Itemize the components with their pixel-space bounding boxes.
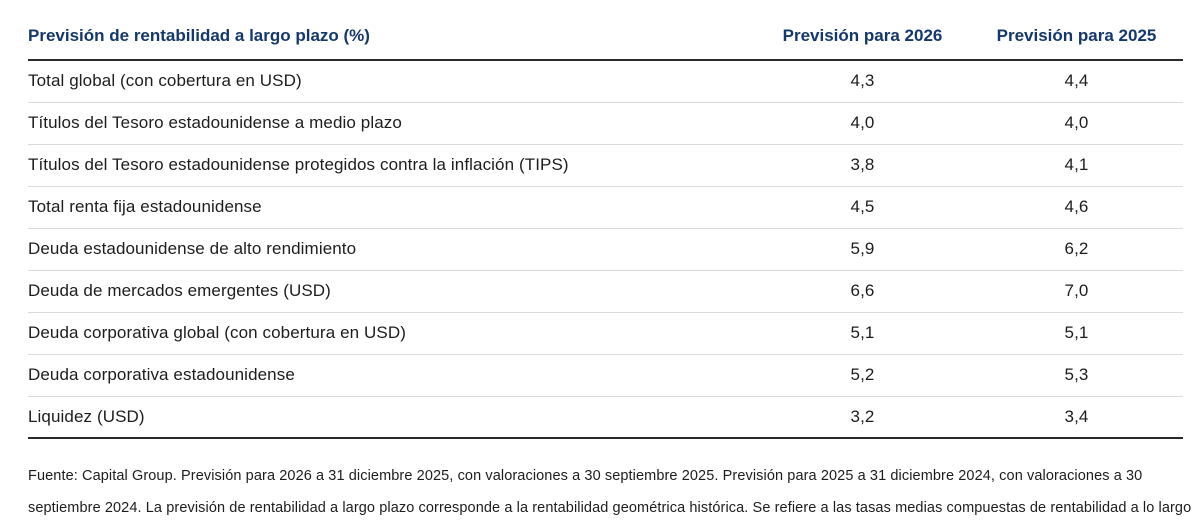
table-row: Deuda de mercados emergentes (USD) 6,6 7,0 <box>28 270 1183 313</box>
value-2025: 7,0 <box>970 270 1183 313</box>
value-2026: 4,5 <box>755 186 970 229</box>
value-2026: 5,9 <box>755 228 970 271</box>
row-label: Total global (con cobertura en USD) <box>28 60 755 103</box>
value-2025: 4,4 <box>970 60 1183 103</box>
value-2025: 4,6 <box>970 186 1183 229</box>
table-row: Liquidez (USD) 3,2 3,4 <box>28 396 1183 439</box>
table-row: Deuda corporativa estadounidense 5,2 5,3 <box>28 354 1183 397</box>
value-2025: 3,4 <box>970 396 1183 439</box>
table-title: Previsión de rentabilidad a largo plazo … <box>28 20 755 61</box>
table-row: Total renta fija estadounidense 4,5 4,6 <box>28 186 1183 229</box>
row-label: Títulos del Tesoro estadounidense a medi… <box>28 102 755 145</box>
value-2026: 5,2 <box>755 354 970 397</box>
value-2026: 5,1 <box>755 312 970 355</box>
row-label: Títulos del Tesoro estadounidense proteg… <box>28 144 755 187</box>
table-row: Títulos del Tesoro estadounidense proteg… <box>28 144 1183 187</box>
forecast-table: Previsión de rentabilidad a largo plazo … <box>28 20 1183 439</box>
value-2026: 3,8 <box>755 144 970 187</box>
value-2025: 6,2 <box>970 228 1183 271</box>
value-2026: 4,0 <box>755 102 970 145</box>
row-label: Deuda corporativa global (con cobertura … <box>28 312 755 355</box>
value-2026: 4,3 <box>755 60 970 103</box>
column-header-2026: Previsión para 2026 <box>755 20 970 61</box>
table-row: Total global (con cobertura en USD) 4,3 4,… <box>28 60 1183 103</box>
source-footnote: Fuente: Capital Group. Previsión para 20… <box>28 468 1192 516</box>
value-2025: 5,1 <box>970 312 1183 355</box>
value-2025: 4,1 <box>970 144 1183 187</box>
value-2026: 3,2 <box>755 396 970 439</box>
value-2026: 6,6 <box>755 270 970 313</box>
column-header-2025: Previsión para 2025 <box>970 20 1183 61</box>
table-header: Previsión de rentabilidad a largo plazo … <box>28 20 1183 61</box>
value-2025: 4,0 <box>970 102 1183 145</box>
table-row: Deuda corporativa global (con cobertura … <box>28 312 1183 355</box>
row-label: Deuda estadounidense de alto rendimiento <box>28 228 755 271</box>
row-label: Total renta fija estadounidense <box>28 186 755 229</box>
table-body: Total global (con cobertura en USD) 4,3 4,… <box>28 60 1183 439</box>
row-label: Liquidez (USD) <box>28 396 755 439</box>
row-label: Deuda de mercados emergentes (USD) <box>28 270 755 313</box>
row-label: Deuda corporativa estadounidense <box>28 354 755 397</box>
table-row: Títulos del Tesoro estadounidense a medi… <box>28 102 1183 145</box>
table-row: Deuda estadounidense de alto rendimiento… <box>28 228 1183 271</box>
value-2025: 5,3 <box>970 354 1183 397</box>
